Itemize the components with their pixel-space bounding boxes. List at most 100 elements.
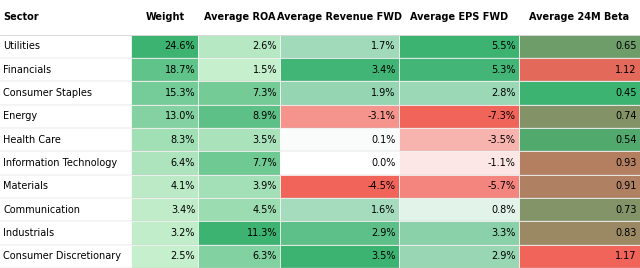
Bar [519, 175, 640, 198]
Text: 8.9%: 8.9% [253, 111, 277, 121]
Bar [280, 151, 399, 175]
Bar [280, 245, 399, 268]
Bar [131, 198, 198, 221]
Text: -7.3%: -7.3% [488, 111, 516, 121]
Bar [399, 198, 519, 221]
Text: Energy: Energy [3, 111, 37, 121]
Bar [399, 128, 519, 151]
Bar [519, 151, 640, 175]
Text: Health Care: Health Care [3, 135, 61, 145]
Text: 0.8%: 0.8% [492, 205, 516, 215]
Text: 1.7%: 1.7% [371, 42, 396, 51]
Text: Consumer Staples: Consumer Staples [3, 88, 92, 98]
Text: Industrials: Industrials [3, 228, 54, 238]
Bar [198, 35, 280, 58]
Bar [519, 35, 640, 58]
Text: 3.4%: 3.4% [171, 205, 195, 215]
Text: 0.65: 0.65 [615, 42, 637, 51]
Bar [131, 58, 198, 81]
Text: Utilities: Utilities [3, 42, 40, 51]
Bar [280, 105, 399, 128]
Bar [519, 245, 640, 268]
Text: 2.5%: 2.5% [171, 251, 195, 261]
Bar [280, 58, 399, 81]
Bar [131, 175, 198, 198]
Bar [198, 105, 280, 128]
Bar [198, 151, 280, 175]
Text: 3.3%: 3.3% [492, 228, 516, 238]
Text: 0.73: 0.73 [615, 205, 637, 215]
Text: Average EPS FWD: Average EPS FWD [410, 12, 508, 23]
Bar [399, 175, 519, 198]
Bar [198, 175, 280, 198]
Bar [519, 58, 640, 81]
Text: 2.6%: 2.6% [253, 42, 277, 51]
Bar [280, 128, 399, 151]
Text: 0.0%: 0.0% [371, 158, 396, 168]
Bar [519, 81, 640, 105]
Text: Communication: Communication [3, 205, 80, 215]
Text: Financials: Financials [3, 65, 51, 75]
Text: 1.12: 1.12 [615, 65, 637, 75]
Text: 6.4%: 6.4% [171, 158, 195, 168]
Text: 3.5%: 3.5% [371, 251, 396, 261]
Text: Materials: Materials [3, 181, 48, 191]
Text: 4.1%: 4.1% [171, 181, 195, 191]
Text: 7.3%: 7.3% [253, 88, 277, 98]
Bar [399, 35, 519, 58]
Text: 3.9%: 3.9% [253, 181, 277, 191]
Text: 13.0%: 13.0% [164, 111, 195, 121]
Bar [280, 81, 399, 105]
Bar [399, 245, 519, 268]
Text: 0.1%: 0.1% [371, 135, 396, 145]
Text: -3.1%: -3.1% [367, 111, 396, 121]
Bar [198, 81, 280, 105]
Text: Average 24M Beta: Average 24M Beta [529, 12, 630, 23]
Text: 3.2%: 3.2% [171, 228, 195, 238]
Bar [280, 35, 399, 58]
Text: 5.5%: 5.5% [492, 42, 516, 51]
Text: 4.5%: 4.5% [253, 205, 277, 215]
Text: Consumer Discretionary: Consumer Discretionary [3, 251, 121, 261]
Text: 8.3%: 8.3% [171, 135, 195, 145]
Text: -5.7%: -5.7% [488, 181, 516, 191]
Text: 5.3%: 5.3% [492, 65, 516, 75]
Text: 15.3%: 15.3% [164, 88, 195, 98]
Text: 0.91: 0.91 [616, 181, 637, 191]
Text: 1.9%: 1.9% [371, 88, 396, 98]
Bar [131, 128, 198, 151]
Text: 0.93: 0.93 [616, 158, 637, 168]
Bar [198, 245, 280, 268]
Bar [280, 198, 399, 221]
Text: Information Technology: Information Technology [3, 158, 117, 168]
Bar [131, 221, 198, 245]
Text: 1.17: 1.17 [615, 251, 637, 261]
Text: 0.54: 0.54 [615, 135, 637, 145]
Text: 24.6%: 24.6% [164, 42, 195, 51]
Bar [280, 221, 399, 245]
Bar [198, 198, 280, 221]
Text: Weight: Weight [145, 12, 184, 23]
Bar [399, 81, 519, 105]
Bar [131, 245, 198, 268]
Text: 2.8%: 2.8% [492, 88, 516, 98]
Bar [131, 105, 198, 128]
Text: 0.74: 0.74 [615, 111, 637, 121]
Bar [280, 175, 399, 198]
Bar [519, 128, 640, 151]
Text: 1.6%: 1.6% [371, 205, 396, 215]
Bar [399, 221, 519, 245]
Text: Average ROA: Average ROA [204, 12, 275, 23]
Bar [131, 81, 198, 105]
Text: 11.3%: 11.3% [246, 228, 277, 238]
Bar [399, 151, 519, 175]
Bar [519, 221, 640, 245]
Bar [198, 221, 280, 245]
Text: 7.7%: 7.7% [253, 158, 277, 168]
Text: -1.1%: -1.1% [488, 158, 516, 168]
Text: 2.9%: 2.9% [492, 251, 516, 261]
Text: 0.83: 0.83 [616, 228, 637, 238]
Text: 0.45: 0.45 [615, 88, 637, 98]
Text: 2.9%: 2.9% [371, 228, 396, 238]
Text: Average Revenue FWD: Average Revenue FWD [277, 12, 402, 23]
